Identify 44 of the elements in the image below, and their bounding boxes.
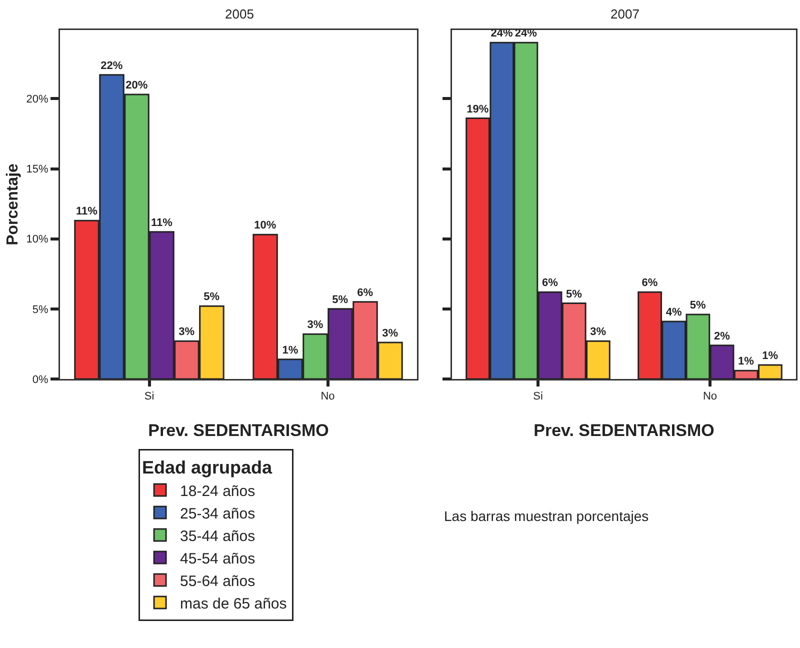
y-tick-label: 0%: [32, 374, 49, 386]
x-tick-label: No: [320, 390, 335, 403]
data-label: 3%: [382, 328, 398, 340]
legend-label: 18-24 años: [180, 482, 256, 500]
legend-label: 55-64 años: [180, 572, 256, 590]
data-label: 4%: [666, 306, 682, 319]
data-label: 5%: [566, 288, 582, 300]
data-label: 2%: [714, 330, 730, 342]
legend-label: mas de 65 años: [180, 595, 287, 612]
data-label: 3%: [178, 326, 195, 338]
data-label: 5%: [332, 294, 348, 306]
data-label: 11%: [150, 216, 173, 229]
data-label: 11%: [76, 206, 98, 218]
chart-title: 2005: [225, 6, 254, 22]
legend-title: Edad agrupada: [142, 458, 274, 478]
x-tick-label: No: [702, 390, 718, 403]
data-label: 5%: [204, 291, 220, 304]
data-label: 1%: [738, 356, 754, 368]
data-label: 3%: [590, 326, 606, 338]
chart-title: 2007: [610, 6, 640, 22]
data-label: 19%: [466, 103, 489, 116]
legend-label: 25-34 años: [180, 505, 256, 522]
data-label: 22%: [100, 60, 123, 72]
y-tick-label: 15%: [26, 164, 49, 176]
data-label: 5%: [690, 300, 706, 312]
x-tick-label: Si: [533, 390, 543, 403]
data-label: 1%: [282, 344, 298, 356]
y-tick-label: 20%: [26, 94, 49, 106]
data-label: 3%: [307, 319, 324, 332]
x-tick-label: Si: [144, 390, 154, 403]
data-label: 1%: [762, 350, 778, 362]
legend-label: 35-44 años: [180, 528, 256, 545]
data-label: 6%: [542, 277, 558, 290]
data-label: 6%: [642, 277, 658, 290]
x-axis-title: Prev. SEDENTARISMO: [148, 420, 329, 440]
y-tick-label: 10%: [26, 234, 49, 246]
text: Las barras muestran porcentajes: [444, 508, 649, 524]
data-label: 6%: [357, 286, 374, 299]
data-label: 20%: [126, 79, 148, 92]
y-tick-label: 5%: [32, 304, 49, 316]
x-axis-title: Prev. SEDENTARISMO: [534, 420, 714, 440]
data-label: 10%: [254, 220, 276, 232]
y-axis-title: Porcentaje: [4, 163, 22, 246]
legend-label: 45-54 años: [180, 550, 256, 568]
